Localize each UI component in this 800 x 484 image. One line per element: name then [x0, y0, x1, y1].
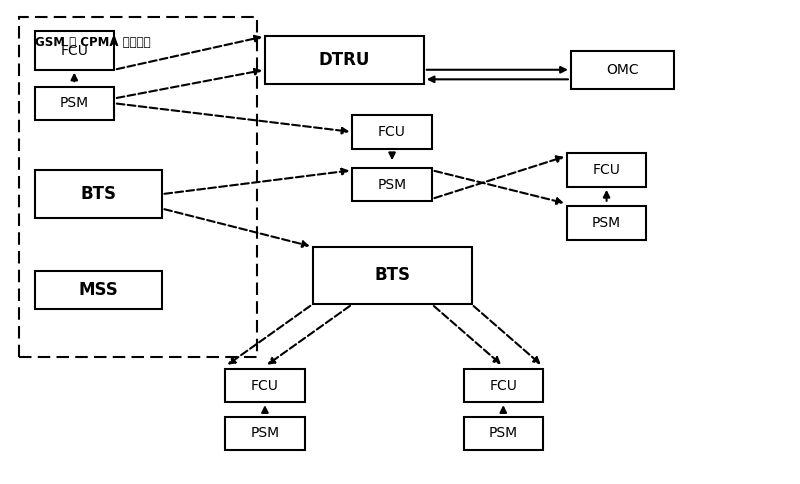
Text: FCU: FCU	[490, 378, 518, 393]
FancyBboxPatch shape	[567, 153, 646, 187]
Text: GSM 或 CPMA 无线网络: GSM 或 CPMA 无线网络	[34, 36, 150, 49]
FancyBboxPatch shape	[34, 271, 162, 309]
Text: DTRU: DTRU	[318, 51, 370, 69]
FancyBboxPatch shape	[226, 417, 305, 450]
FancyBboxPatch shape	[463, 369, 543, 402]
Text: MSS: MSS	[78, 281, 118, 299]
FancyBboxPatch shape	[567, 206, 646, 240]
Text: BTS: BTS	[80, 185, 116, 203]
Text: PSM: PSM	[489, 426, 518, 440]
Text: FCU: FCU	[60, 44, 88, 58]
FancyBboxPatch shape	[352, 168, 432, 201]
FancyBboxPatch shape	[34, 31, 114, 70]
FancyBboxPatch shape	[34, 170, 162, 218]
FancyBboxPatch shape	[226, 369, 305, 402]
Text: PSM: PSM	[60, 96, 89, 110]
Text: FCU: FCU	[593, 163, 621, 177]
Text: PSM: PSM	[592, 216, 621, 230]
FancyBboxPatch shape	[352, 115, 432, 149]
Text: PSM: PSM	[378, 178, 406, 192]
FancyBboxPatch shape	[313, 247, 471, 304]
Text: FCU: FCU	[378, 125, 406, 139]
FancyBboxPatch shape	[571, 51, 674, 89]
FancyBboxPatch shape	[265, 36, 424, 84]
Text: BTS: BTS	[374, 267, 410, 285]
Text: PSM: PSM	[250, 426, 279, 440]
FancyBboxPatch shape	[463, 417, 543, 450]
Text: FCU: FCU	[251, 378, 279, 393]
Text: OMC: OMC	[606, 63, 638, 77]
FancyBboxPatch shape	[34, 87, 114, 120]
